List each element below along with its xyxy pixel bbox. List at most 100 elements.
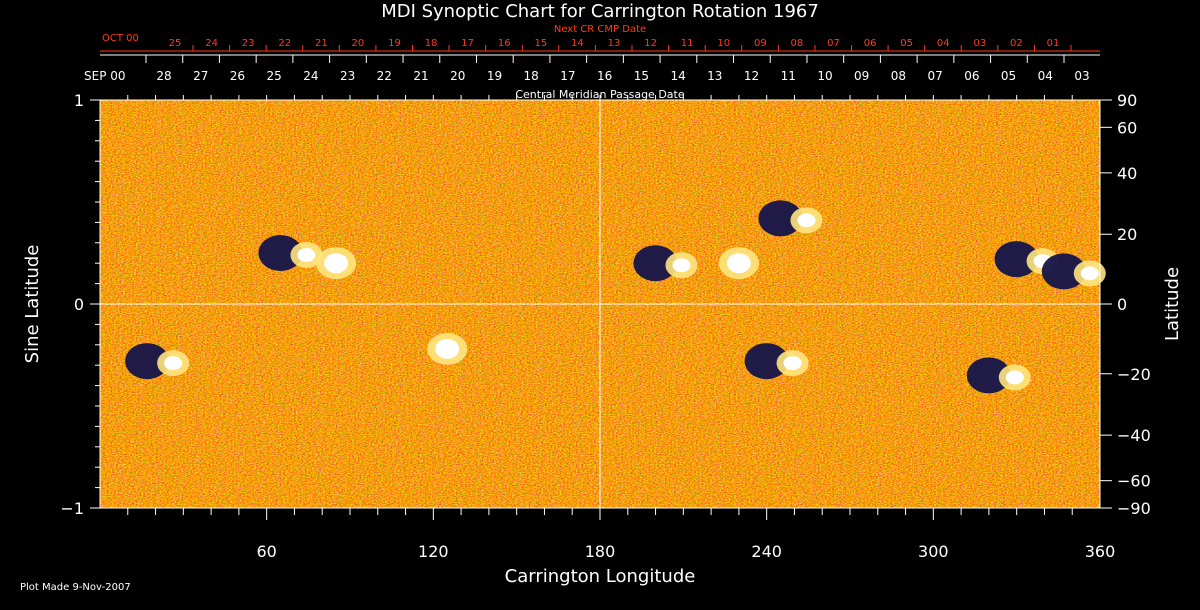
cmp-date-label: 23: [340, 69, 355, 83]
y-right-tick-label: −20: [1117, 365, 1151, 384]
active-region: [744, 343, 809, 380]
next-cmp-date-label: 16: [498, 38, 511, 49]
active-region: [758, 200, 823, 237]
cmp-date-label: 16: [597, 69, 612, 83]
cmp-date-label: 19: [487, 69, 502, 83]
cmp-date-label: 15: [634, 69, 649, 83]
cmp-date-label: 24: [303, 69, 318, 83]
x-tick-label: 60: [256, 542, 276, 561]
cmp-date-label: 17: [560, 69, 575, 83]
x-tick-label: 240: [751, 542, 782, 561]
next-cmp-date-label: 11: [681, 38, 694, 49]
cmp-date-label: 28: [156, 69, 171, 83]
y-right-tick-label: 60: [1117, 118, 1137, 137]
next-cmp-date-label: 08: [791, 38, 804, 49]
active-region: [718, 247, 759, 280]
cmp-date-label: 11: [781, 69, 796, 83]
cmp-date-label: 13: [707, 69, 722, 83]
cmp-date-label: 10: [817, 69, 832, 83]
cmp-date-label: 21: [413, 69, 428, 83]
magnetogram-map: [100, 100, 1106, 508]
active-regions: [125, 200, 1106, 394]
next-cmp-date-label: 21: [315, 38, 328, 49]
next-cmp-date-label: 25: [169, 38, 182, 49]
negative-polarity: [258, 235, 303, 271]
negative-polarity: [758, 200, 803, 237]
cmp-date-label: 14: [670, 69, 685, 83]
next-cmp-date-label: 13: [608, 38, 621, 49]
negative-polarity: [744, 343, 789, 380]
active-region: [125, 343, 190, 380]
y-left-tick-label: −1: [60, 499, 84, 518]
y-right-tick-label: 20: [1117, 225, 1137, 244]
positive-core: [797, 213, 816, 228]
cmp-date-label: 09: [854, 69, 869, 83]
positive-core: [164, 356, 183, 371]
next-cmp-date-label: 24: [205, 38, 218, 49]
cmp-date-label: 03: [1074, 69, 1089, 83]
next-cmp-date-label: 03: [973, 38, 986, 49]
y-right-tick-label: −90: [1117, 499, 1151, 518]
negative-polarity: [125, 343, 170, 380]
cmp-date-label: 18: [524, 69, 539, 83]
next-cmp-date-label: 06: [864, 38, 877, 49]
x-tick-label: 300: [918, 542, 949, 561]
y-right-tick-label: −40: [1117, 426, 1151, 445]
active-region: [1041, 253, 1106, 290]
cmp-date-label: 07: [927, 69, 942, 83]
cmp-date-label: 26: [230, 69, 245, 83]
next-cmp-date-label: 15: [534, 38, 547, 49]
cmp-date-label: 20: [450, 69, 465, 83]
next-cmp-date-label: 18: [425, 38, 438, 49]
positive-core: [1080, 266, 1099, 281]
next-cmp-date-label: 17: [461, 38, 474, 49]
negative-polarity: [966, 357, 1011, 394]
y-axis-left-title: Sine Latitude: [22, 245, 43, 364]
next-cmp-date-label: 02: [1010, 38, 1023, 49]
next-cmp-date-label: 05: [900, 38, 913, 49]
positive-core: [324, 253, 349, 274]
positive-core: [1005, 370, 1024, 385]
negative-polarity: [994, 241, 1039, 278]
negative-polarity: [1041, 253, 1086, 290]
x-axis-title: Carrington Longitude: [505, 566, 696, 587]
cmp-date-label: 05: [1001, 69, 1016, 83]
next-cmp-date-label: 01: [1047, 38, 1060, 49]
x-tick-label: 360: [1085, 542, 1116, 561]
active-region: [316, 247, 357, 280]
cmp-date-label: 22: [377, 69, 392, 83]
negative-polarity: [633, 245, 678, 282]
plot-made-note: Plot Made 9-Nov-2007: [20, 582, 131, 593]
y-right-tick-label: 0: [1117, 295, 1127, 314]
positive-core: [783, 356, 802, 371]
next-cmp-date-label: 14: [571, 38, 584, 49]
cmp-date-label: 04: [1038, 69, 1053, 83]
cmp-date-label: 27: [193, 69, 208, 83]
next-cmp-date-label: 10: [717, 38, 730, 49]
active-region: [258, 235, 323, 271]
positive-core: [435, 338, 460, 359]
next-cmp-date-label: 07: [827, 38, 840, 49]
y-right-tick-label: 40: [1117, 164, 1137, 183]
x-tick-label: 120: [418, 542, 449, 561]
positive-core: [672, 258, 691, 273]
next-cmp-date-label: 19: [388, 38, 401, 49]
top-axis-month: SEP 00: [84, 69, 126, 83]
next-cmp-date-label: 04: [937, 38, 950, 49]
next-cmp-date-label: 22: [278, 38, 291, 49]
chart-title: MDI Synoptic Chart for Carrington Rotati…: [381, 1, 819, 22]
next-axis-month: OCT 00: [102, 33, 139, 44]
cmp-date-label: 12: [744, 69, 759, 83]
positive-core: [297, 248, 316, 262]
positive-core: [726, 253, 751, 274]
y-left-tick-label: 0: [74, 295, 84, 314]
next-cmp-date-label: 09: [754, 38, 767, 49]
next-cmp-date-label: 23: [242, 38, 255, 49]
y-right-tick-label: 90: [1117, 91, 1137, 110]
active-region: [427, 332, 468, 365]
y-left-tick-label: 1: [74, 91, 84, 110]
y-axis-right-title: Latitude: [1162, 267, 1183, 341]
axes: 60 120 180 240 300 36010−1906040200−20−40−60−…: [60, 38, 1150, 561]
cmp-date-label: 25: [267, 69, 282, 83]
